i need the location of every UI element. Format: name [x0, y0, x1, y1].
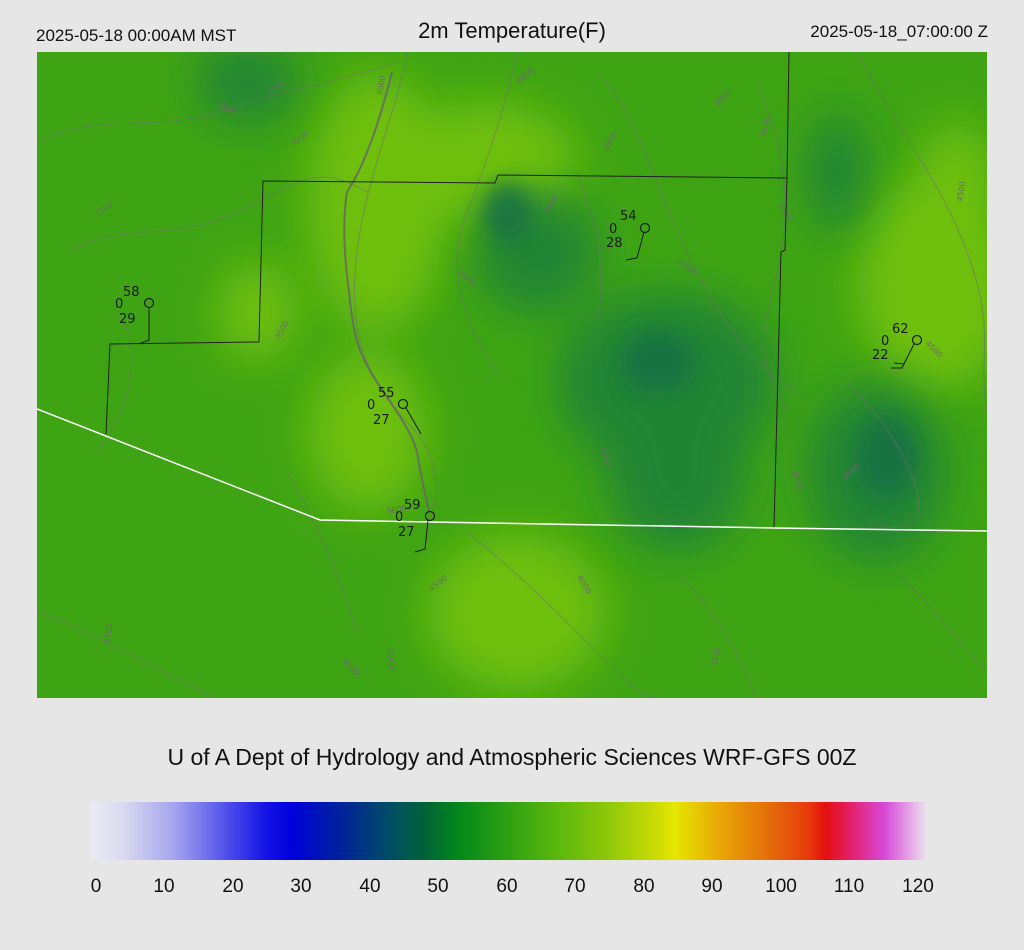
colorbar-tick-label: 80	[633, 876, 655, 897]
state-boundary	[37, 408, 987, 532]
contour-label: 4500	[955, 181, 967, 203]
contour-label: 3000	[375, 75, 387, 97]
colorbar-tick-label: 30	[290, 876, 312, 897]
map-title: 2m Temperature(F)	[418, 18, 606, 43]
station-cloud-cover: 0	[395, 510, 403, 525]
data-source-credit: U of A Dept of Hydrology and Atmospheric…	[167, 744, 857, 770]
valid-time-utc: 2025-05-18_07:00:00 Z	[810, 22, 988, 41]
station-cloud-cover: 0	[609, 222, 617, 237]
station-model: 58 0 29	[115, 285, 155, 345]
station-cloud-cover: 0	[115, 297, 123, 312]
station-temperature: 58	[123, 285, 140, 300]
colorbar-tick-label: 120	[902, 876, 934, 897]
contour-label: 4000	[710, 646, 722, 668]
contour-label: 3500	[385, 649, 397, 671]
station-circle-icon	[397, 398, 409, 410]
station-circle-icon	[911, 334, 923, 346]
colorbar-tick-label: 20	[222, 876, 244, 897]
colorbar-tick-label: 90	[701, 876, 723, 897]
station-temperature: 54	[620, 209, 637, 224]
contour-label: 3000	[386, 504, 408, 516]
colorbar-tick-label: 70	[564, 876, 586, 897]
temperature-colorbar	[90, 802, 926, 860]
station-dewpoint: 22	[872, 348, 889, 363]
temperature-map: 4000 3500 3000 4000 3500 3500 3500 3000 …	[37, 52, 987, 698]
station-model: 54 0 28	[606, 209, 651, 261]
station-dewpoint: 27	[398, 525, 415, 540]
station-model: 62 0 22	[872, 322, 923, 369]
colorbar-tick-label: 60	[496, 876, 518, 897]
colorbar-tick-label: 110	[833, 876, 865, 897]
colorbar-tick-label: 40	[359, 876, 381, 897]
station-dewpoint: 29	[119, 312, 136, 327]
warm-temperature-zones	[217, 72, 987, 692]
colorbar-tick-label: 10	[153, 876, 175, 897]
station-temperature: 62	[892, 322, 909, 337]
station-dewpoint: 28	[606, 236, 623, 251]
contour-label: 3500	[102, 623, 114, 645]
station-temperature: 59	[404, 498, 421, 513]
station-circle-icon	[424, 510, 436, 522]
station-dewpoint: 27	[373, 413, 390, 428]
colorbar-tick-label: 50	[427, 876, 449, 897]
station-cloud-cover: 0	[881, 334, 889, 349]
station-cloud-cover: 0	[367, 398, 375, 413]
colorbar-tick-label: 100	[765, 876, 797, 897]
station-circle-icon	[639, 222, 651, 234]
wind-barb-icon	[891, 343, 915, 369]
wind-barb-icon	[405, 407, 422, 435]
river	[343, 71, 430, 513]
colorbar-tick-labels: 0 10 20 30 40 50 60 70 80 90 100 110 120	[0, 876, 1024, 902]
station-model: 59 0 27	[395, 498, 436, 553]
station-model: 55 0 27	[367, 386, 422, 435]
county-boundaries	[105, 52, 790, 529]
wind-barb-icon	[138, 307, 150, 345]
station-models: 58 0 29 55 0 27 59 0 27 54 0 28	[115, 209, 923, 553]
wind-barb-icon	[414, 519, 429, 553]
elevation-contours	[37, 52, 987, 698]
station-temperature: 55	[378, 386, 395, 401]
valid-time-local: 2025-05-18 00:00AM MST	[36, 26, 237, 45]
wind-barb-icon	[625, 231, 645, 261]
colorbar-tick-label: 0	[90, 876, 102, 897]
